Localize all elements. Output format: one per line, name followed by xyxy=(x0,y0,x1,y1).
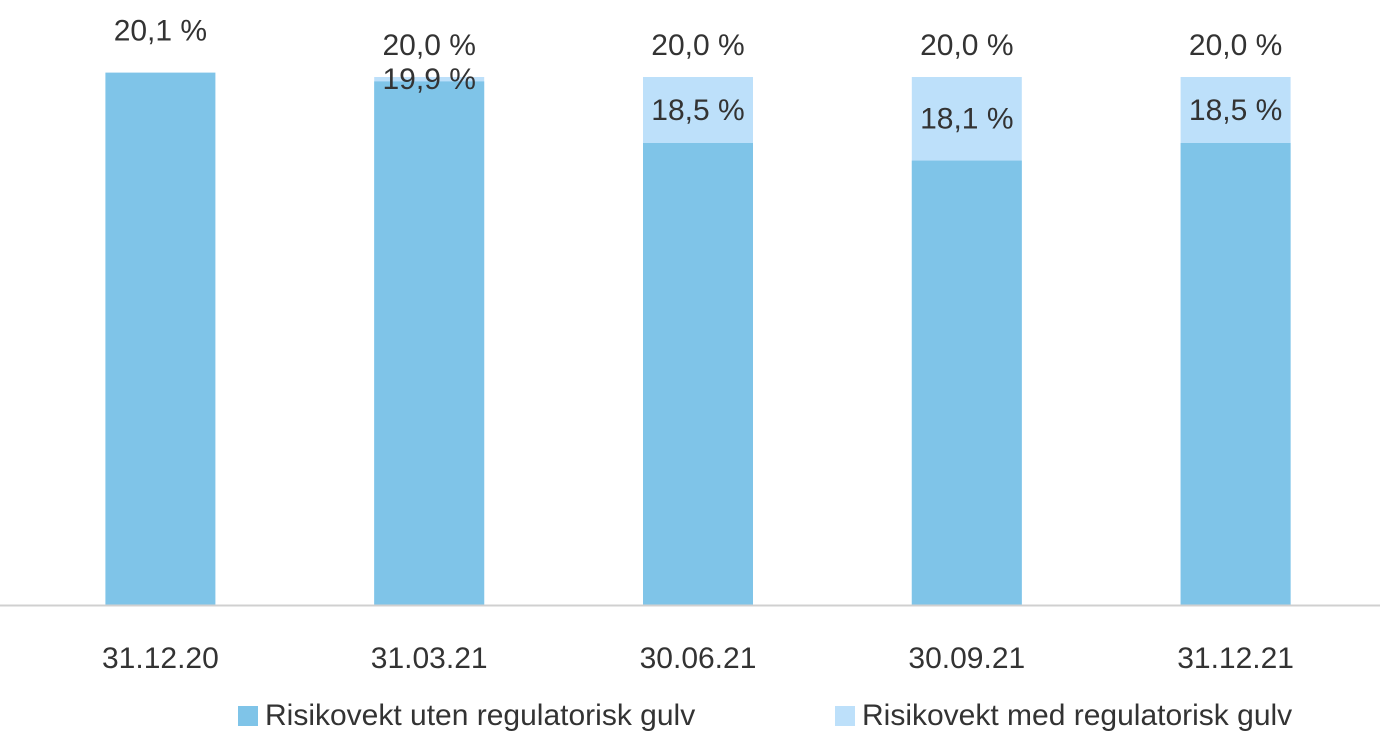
bar xyxy=(105,72,216,606)
legend-swatch xyxy=(238,706,258,726)
legend-swatch xyxy=(835,706,855,726)
x-tick-label: 31.03.21 xyxy=(371,642,488,675)
x-tick-label: 31.12.21 xyxy=(1177,642,1294,675)
x-tick-label: 30.09.21 xyxy=(908,642,1025,675)
bar xyxy=(1180,143,1291,605)
data-label: 20,0 % xyxy=(382,29,475,62)
x-tick-label: 30.06.21 xyxy=(640,642,757,675)
data-label: 18,1 % xyxy=(920,103,1013,136)
bar xyxy=(643,143,753,605)
x-tick-label: 31.12.20 xyxy=(102,642,219,675)
legend-label: Risikovekt uten regulatorisk gulv xyxy=(265,699,695,732)
data-label: 20,0 % xyxy=(920,29,1013,62)
data-label: 20,0 % xyxy=(1189,29,1282,62)
data-label: 20,1 % xyxy=(114,15,207,48)
data-label: 18,5 % xyxy=(1189,94,1282,127)
data-label: 20,0 % xyxy=(651,29,744,62)
bar xyxy=(374,81,485,605)
bar xyxy=(911,160,1022,605)
data-label: 19,9 % xyxy=(382,63,475,96)
legend-label: Risikovekt med regulatorisk gulv xyxy=(862,699,1292,732)
data-label: 18,5 % xyxy=(651,94,744,127)
